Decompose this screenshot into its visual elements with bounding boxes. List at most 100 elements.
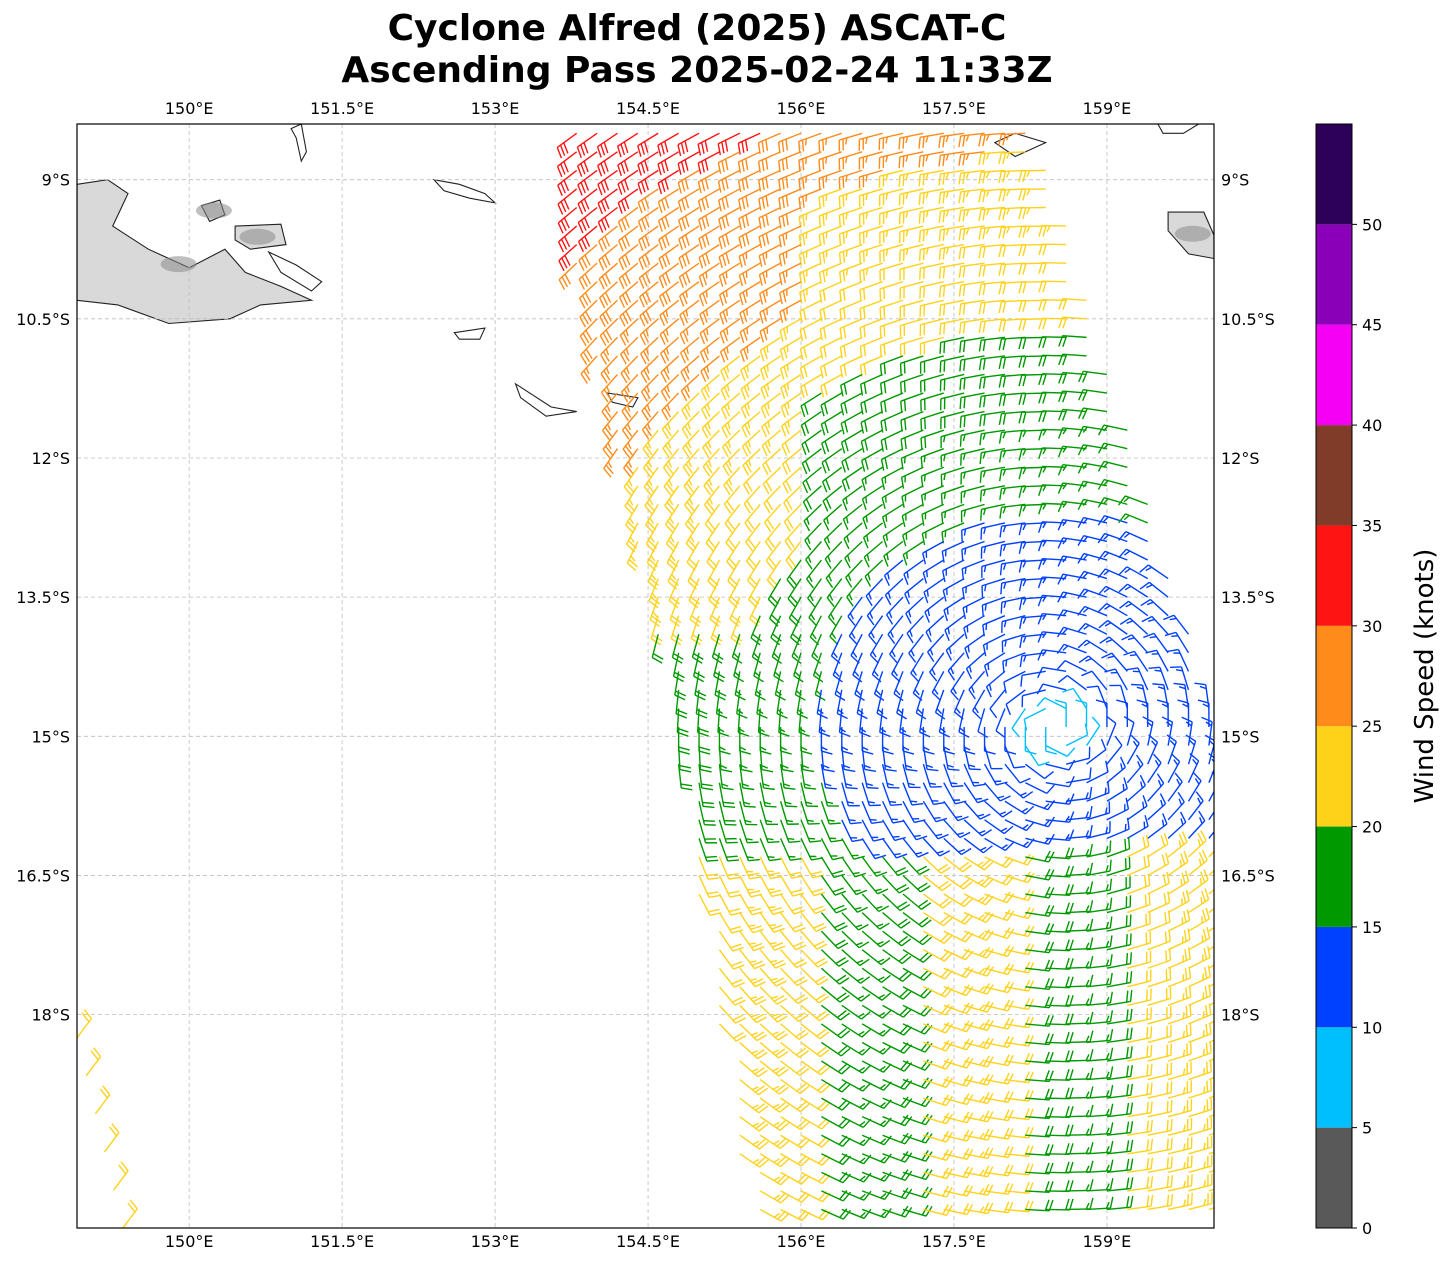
barb-flag xyxy=(604,273,611,285)
barb-flag xyxy=(747,440,751,448)
wind-barb xyxy=(920,373,944,393)
barb-flag xyxy=(766,345,769,353)
barb-flag xyxy=(799,310,803,323)
barb-flag xyxy=(758,255,763,267)
barb-flag xyxy=(746,327,749,335)
barb-flag xyxy=(598,240,604,252)
barb-flag xyxy=(998,376,1003,388)
barb-flag xyxy=(783,347,788,359)
wind-barb xyxy=(958,243,985,260)
barb-flag xyxy=(1062,298,1068,310)
barb-flag xyxy=(563,198,570,210)
barb-flag xyxy=(800,386,805,399)
barb-flag xyxy=(938,248,942,261)
barb-flag xyxy=(829,822,841,825)
barb-flag xyxy=(698,219,703,231)
barb-flag xyxy=(664,159,669,172)
barb-flag xyxy=(998,413,1003,426)
barb-flag xyxy=(978,209,982,221)
barb-flag xyxy=(760,407,767,419)
barb-flag xyxy=(938,155,942,167)
wind-barb xyxy=(576,132,598,159)
barb-flag xyxy=(900,401,903,413)
barb-flag xyxy=(998,264,1003,276)
barb-flag xyxy=(798,141,801,153)
wind-barb xyxy=(660,336,680,364)
barb-flag xyxy=(872,853,880,856)
wind-barb xyxy=(740,373,761,400)
barb-flag xyxy=(1131,683,1143,686)
barb-flag xyxy=(978,377,982,390)
barb-flag xyxy=(885,211,889,219)
barb-flag xyxy=(699,332,706,345)
wind-barb xyxy=(879,336,904,357)
wind-barb xyxy=(602,429,619,459)
wind-barb xyxy=(899,318,924,338)
barb-flag xyxy=(785,195,789,207)
barb-flag xyxy=(581,238,588,250)
barb-staff xyxy=(556,132,578,149)
barb-flag xyxy=(842,270,846,282)
barb-flag xyxy=(723,805,736,808)
barb-flag xyxy=(863,325,866,338)
barb-flag xyxy=(723,349,729,361)
barb-flag xyxy=(924,417,926,430)
barb-flag xyxy=(579,335,587,347)
barb-flag xyxy=(799,291,803,304)
barb-flag xyxy=(967,645,970,653)
barb-flag xyxy=(761,426,767,438)
wind-barb xyxy=(818,169,843,190)
barb-flag xyxy=(1077,426,1084,438)
barb-flag xyxy=(938,286,942,298)
wind-barb xyxy=(919,281,944,299)
wind-barb xyxy=(600,355,618,384)
barb-flag xyxy=(1062,335,1068,347)
map-area[interactable] xyxy=(76,123,1232,1229)
barb-flag xyxy=(597,221,604,233)
barb-flag xyxy=(623,179,630,191)
barb-flag xyxy=(782,309,787,322)
wind-barb xyxy=(719,299,741,325)
barb-flag xyxy=(1018,263,1023,275)
barb-flag xyxy=(979,490,983,502)
wind-barb xyxy=(820,373,843,398)
barb-flag xyxy=(664,425,672,437)
barb-flag xyxy=(879,326,882,338)
barb-flag xyxy=(1127,837,1131,849)
barb-flag xyxy=(1144,894,1147,907)
barb-flag xyxy=(661,409,669,421)
barb-flag xyxy=(624,197,630,210)
barb-flag xyxy=(558,279,566,290)
barb-flag xyxy=(704,425,712,436)
barb-flag xyxy=(1018,189,1023,201)
barb-flag xyxy=(626,423,631,431)
barb-flag xyxy=(742,273,747,285)
wind-barb xyxy=(978,262,1006,277)
barb-flag xyxy=(701,408,708,420)
barb-flag xyxy=(638,296,645,308)
barb-flag xyxy=(963,359,966,371)
wind-barb xyxy=(820,392,843,417)
wind-barb xyxy=(958,318,985,335)
barb-flag xyxy=(964,567,967,575)
barb-flag xyxy=(1042,318,1047,330)
barb-flag xyxy=(578,260,585,271)
barb-flag xyxy=(582,351,591,363)
barb-flag xyxy=(627,461,633,468)
wind-barb xyxy=(1038,224,1067,237)
barb-flag xyxy=(984,603,987,611)
coastline-guadalcanal-north xyxy=(1157,124,1200,134)
barb-flag xyxy=(1018,356,1023,368)
barb-flag xyxy=(787,420,790,428)
wind-barb xyxy=(799,281,822,304)
barb-flag xyxy=(958,285,962,297)
barb-flag xyxy=(647,423,651,431)
wind-barb xyxy=(721,392,741,420)
barb-flag xyxy=(939,361,942,373)
barb-flag xyxy=(903,380,906,393)
barb-flag xyxy=(978,284,982,296)
barb-flag xyxy=(564,273,571,285)
barb-flag xyxy=(577,203,584,215)
barb-flag xyxy=(1152,683,1164,686)
wind-barb xyxy=(578,244,598,271)
